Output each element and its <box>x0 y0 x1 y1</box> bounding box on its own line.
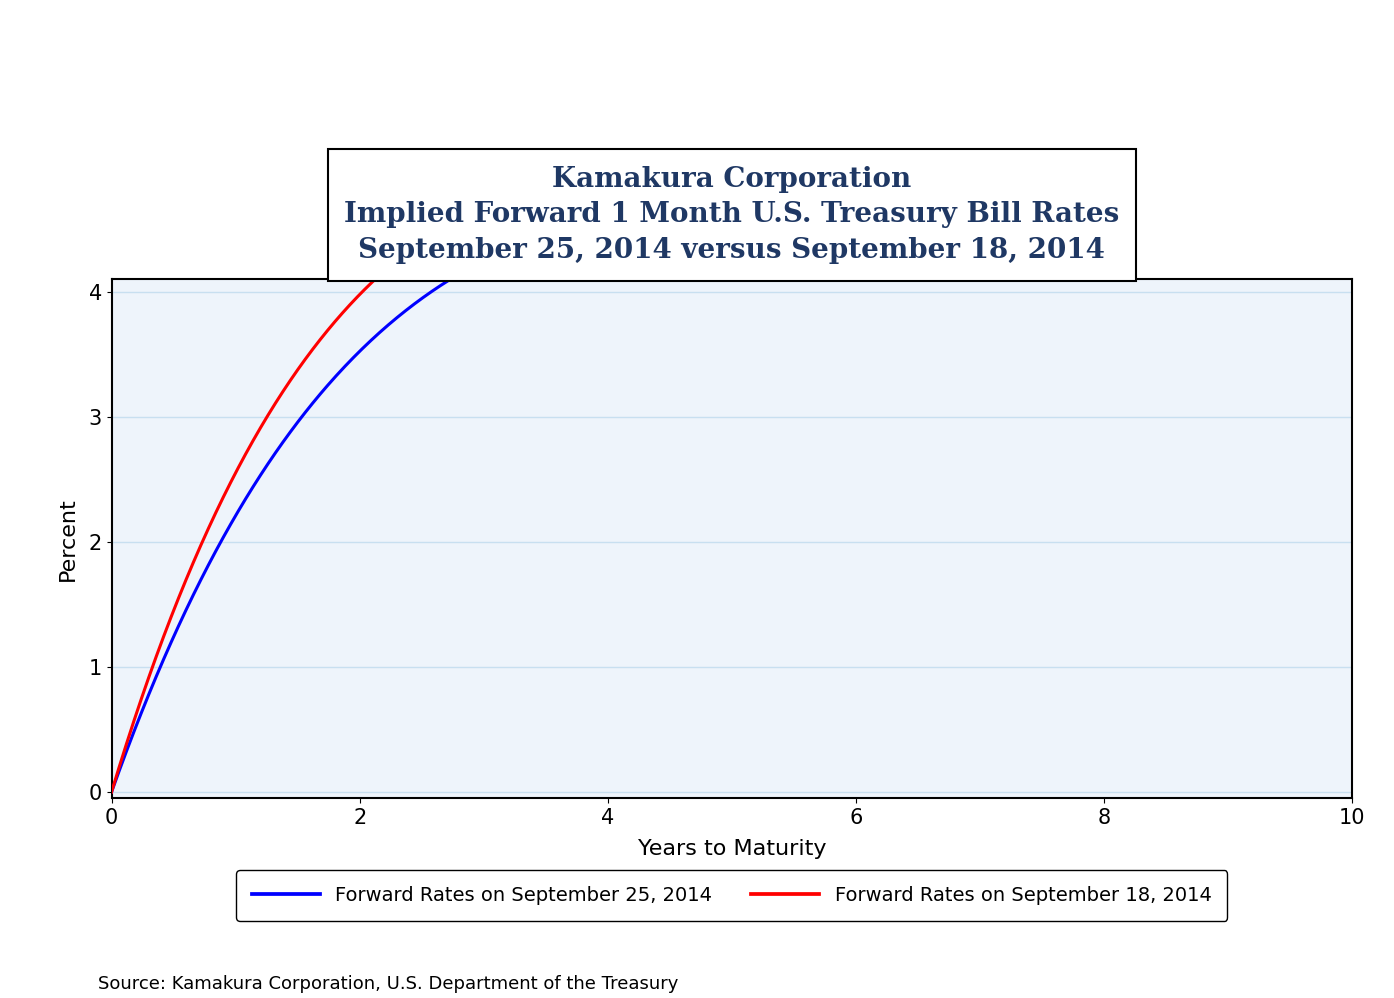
Y-axis label: Percent: Percent <box>57 497 78 581</box>
X-axis label: Years to Maturity: Years to Maturity <box>637 839 827 859</box>
Text: Kamakura Corporation
Implied Forward 1 Month U.S. Treasury Bill Rates
September : Kamakura Corporation Implied Forward 1 M… <box>344 166 1119 263</box>
Text: Source: Kamakura Corporation, U.S. Department of the Treasury: Source: Kamakura Corporation, U.S. Depar… <box>98 975 677 993</box>
Legend: Forward Rates on September 25, 2014, Forward Rates on September 18, 2014: Forward Rates on September 25, 2014, For… <box>237 870 1227 921</box>
